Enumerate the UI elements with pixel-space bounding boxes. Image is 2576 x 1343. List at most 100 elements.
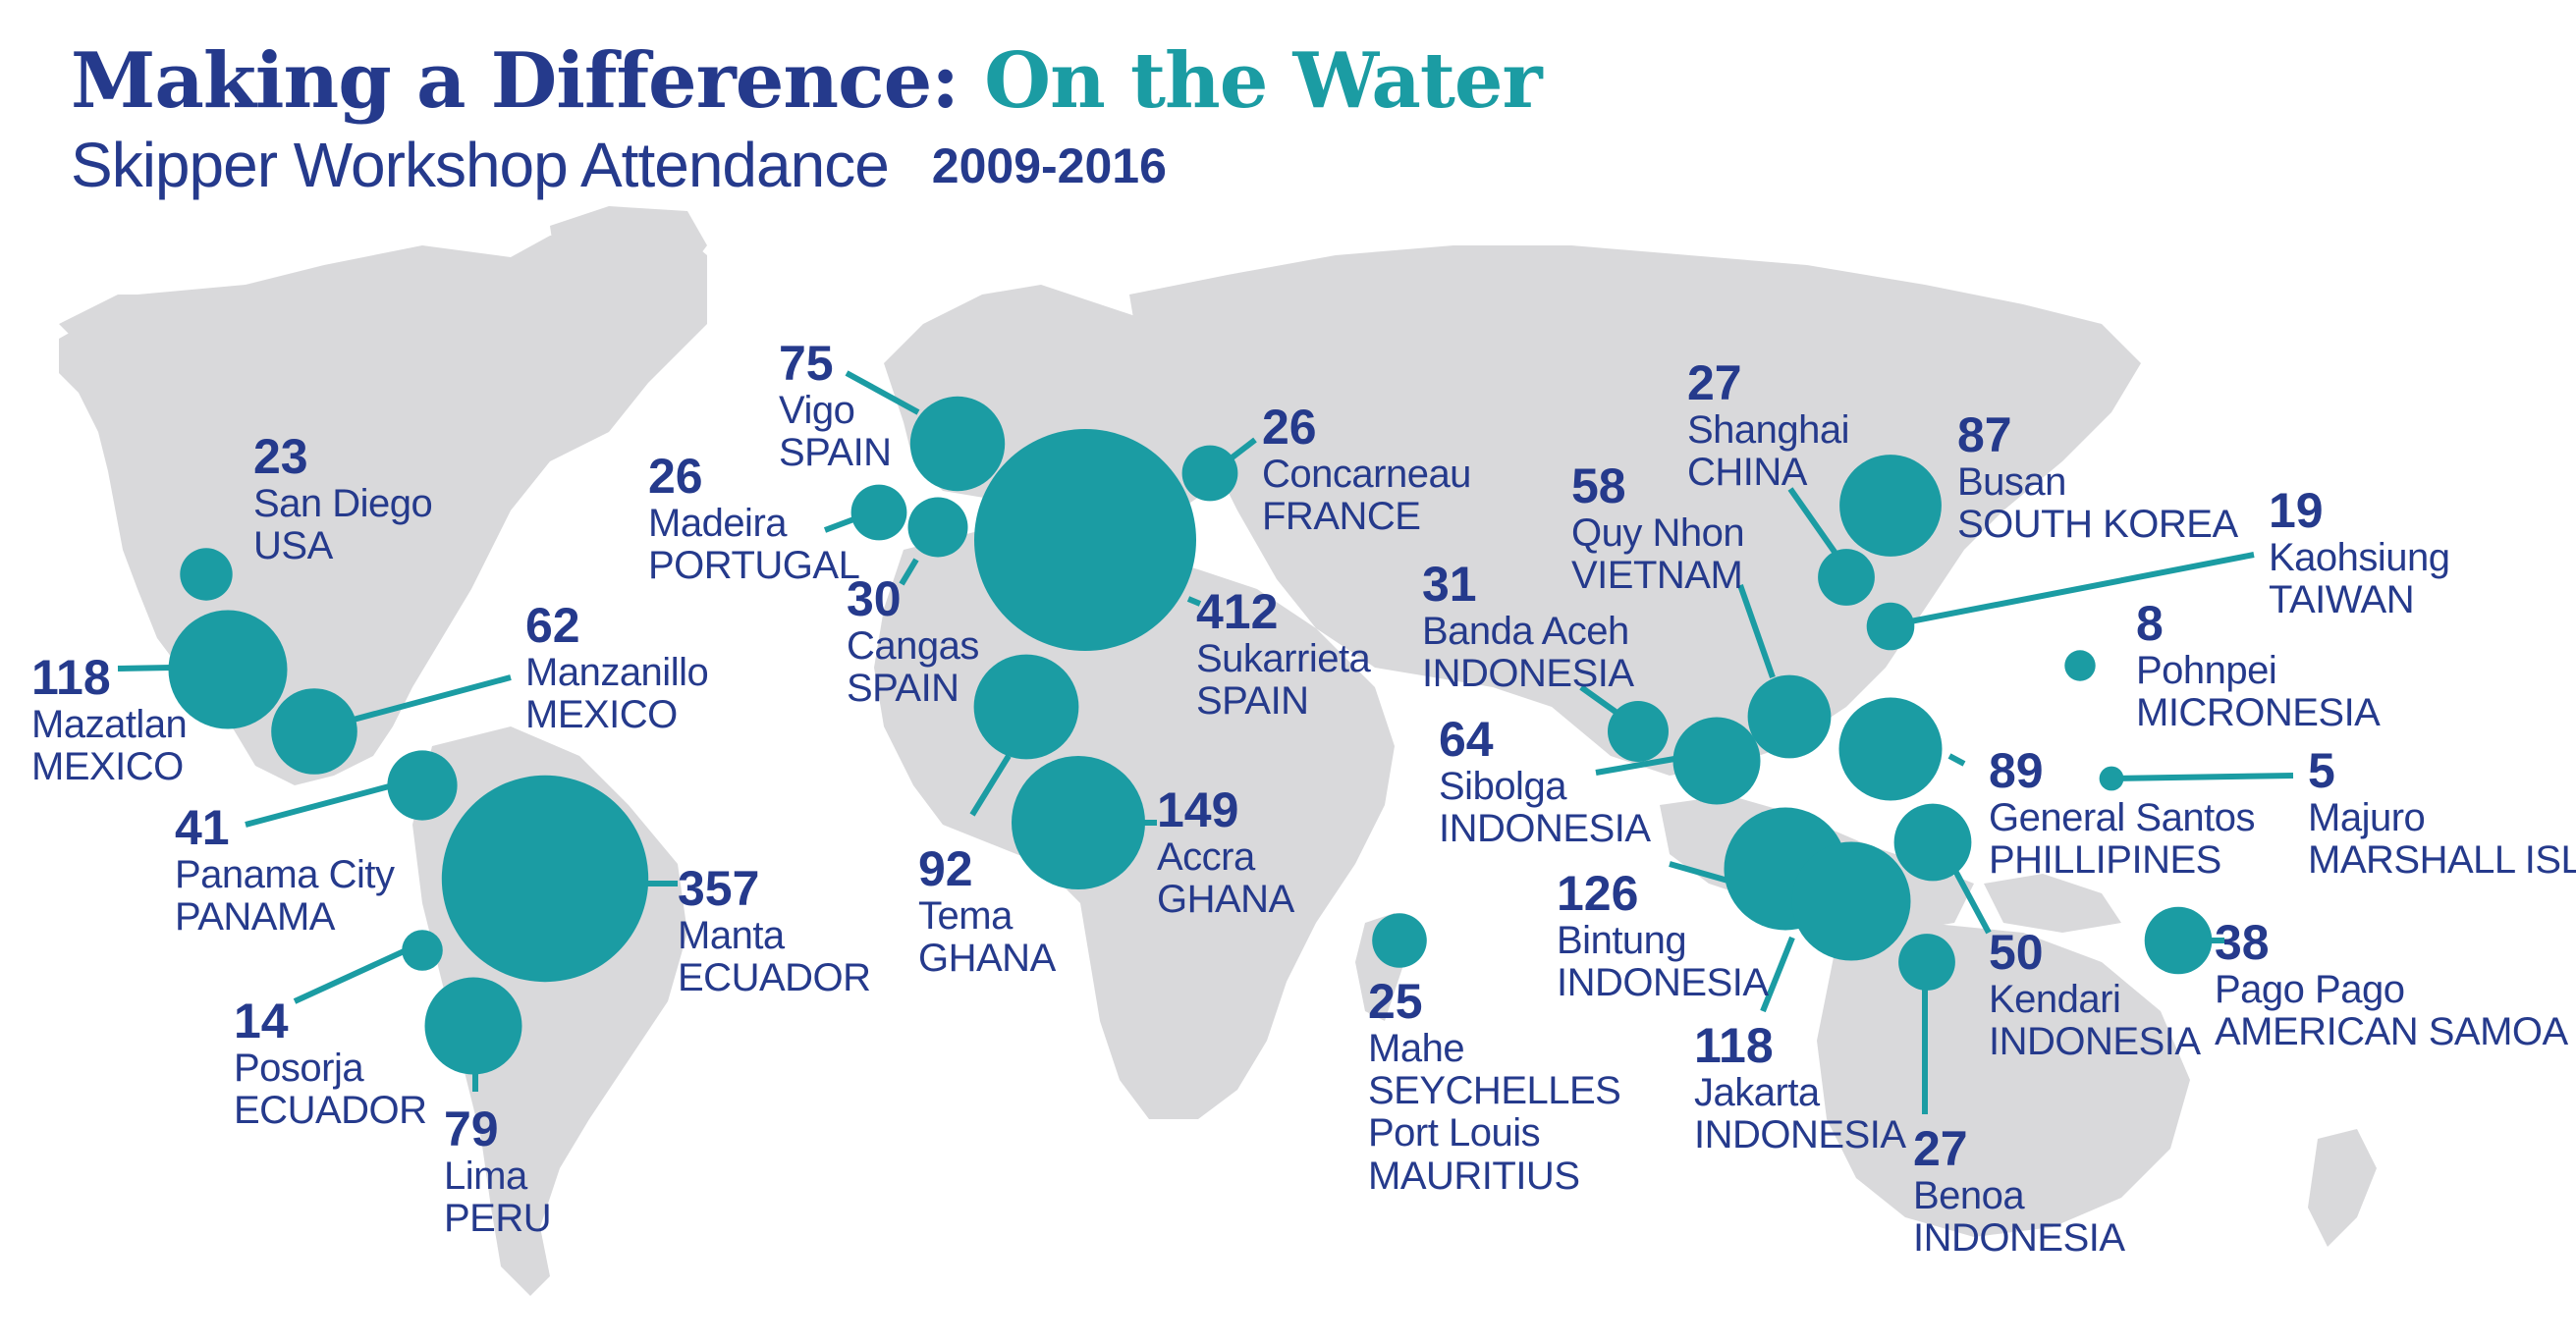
bubble-quy-nhon	[1747, 674, 1832, 759]
country-label: GHANA	[1157, 878, 1294, 922]
city-label: Accra	[1157, 835, 1255, 879]
leader-tema	[969, 754, 1012, 817]
bubble-shanghai	[1818, 549, 1875, 606]
city-label: Manzanillo	[525, 651, 709, 694]
value-label: 87	[1957, 407, 2012, 462]
value-label: 31	[1422, 557, 1477, 612]
label-majuro: 5 Majuro MARSHALL ISLANDS	[2308, 746, 2576, 882]
label-manta: 357 Manta ECUADOR	[678, 864, 871, 999]
city-label: General Santos	[1989, 796, 2255, 839]
australia-landmass	[1817, 923, 2190, 1237]
city-label: Mazatlan	[31, 703, 188, 746]
label-pohnpei: 8 Pohnpei MICRONESIA	[2136, 599, 2381, 735]
country-label: MICRONESIA	[2136, 691, 2381, 735]
country-label: CHINA	[1687, 451, 1807, 495]
city-label: Manta	[678, 914, 785, 957]
bubble-panama-city	[387, 750, 458, 821]
leader-panama	[245, 782, 394, 828]
country-label: SEYCHELLES	[1368, 1069, 1621, 1113]
papua-landmass	[1984, 874, 2121, 933]
label-tema: 92 Tema GHANA	[918, 844, 1056, 980]
city-label: Pohnpei	[2136, 649, 2277, 692]
country-label: PANAMA	[175, 895, 335, 940]
bubble-jakarta	[1791, 841, 1911, 961]
bubble-vigo	[909, 396, 1006, 492]
country-label: PORTUGAL	[648, 544, 860, 588]
label-cangas: 30 Cangas SPAIN	[847, 574, 979, 710]
bubble-manzanillo	[271, 688, 357, 775]
country-label: USA	[253, 524, 333, 568]
value-label: 41	[175, 800, 230, 855]
leader-gensantos	[1947, 753, 1966, 767]
leader-concarneau	[1228, 437, 1257, 462]
country-label: SPAIN	[1196, 679, 1309, 724]
value-label: 25	[1368, 974, 1423, 1029]
country-label: MEXICO	[525, 693, 678, 737]
country-label: GHANA	[918, 937, 1056, 981]
city-label: Benoa	[1913, 1174, 2025, 1217]
label-quy-nhon: 58 Quy Nhon VIETNAM	[1571, 461, 1745, 597]
value-label: 118	[1694, 1018, 1774, 1073]
value-label: 38	[2215, 915, 2270, 970]
label-accra: 149 Accra GHANA	[1157, 785, 1294, 921]
country-label: PHILLIPINES	[1989, 838, 2221, 883]
leader-quynhon	[1737, 584, 1776, 678]
country-label: INDONESIA	[1557, 961, 1769, 1005]
label-madeira: 26 Madeira PORTUGAL	[648, 452, 860, 588]
leader-bandaaceh	[1579, 684, 1617, 715]
country-label: SPAIN	[847, 667, 959, 711]
title-main: Making a Difference:	[71, 36, 959, 126]
greenland-landmass	[550, 206, 707, 324]
city-label: Sukarrieta	[1196, 637, 1371, 680]
bubble-mahe	[1372, 913, 1427, 968]
bubble-madeira	[850, 484, 907, 541]
country-label: INDONESIA	[1989, 1020, 2201, 1064]
value-label: 92	[918, 841, 973, 896]
label-posorja: 14 Posorja ECUADOR	[234, 996, 427, 1132]
country-label: AMERICAN SAMOA	[2215, 1010, 2568, 1054]
leader-kaohsiung	[1894, 552, 2255, 627]
label-bintung: 126 Bintung INDONESIA	[1557, 869, 1769, 1004]
value-label: 30	[847, 571, 902, 626]
label-kendari: 50 Kendari INDONESIA	[1989, 928, 2201, 1063]
label-mahe-port-louis: 25 Mahe SEYCHELLES Port Louis MAURITIUS	[1368, 974, 1621, 1198]
leader-posorja	[293, 944, 414, 1004]
bubble-cangas	[907, 497, 968, 558]
value-label: 118	[31, 650, 111, 705]
city-label: Kendari	[1989, 978, 2121, 1021]
subtitle: Skipper Workshop Attendance	[71, 129, 890, 200]
label-concarneau: 26 Concarneau FRANCE	[1262, 403, 1471, 538]
bubble-lima	[424, 977, 522, 1075]
city-label: Concarneau	[1262, 453, 1471, 496]
value-label: 19	[2269, 483, 2324, 538]
label-pago-pago: 38 Pago Pago AMERICAN SAMOA	[2215, 918, 2568, 1053]
country-label: INDONESIA	[1422, 652, 1634, 696]
bubble-sukarrieta	[974, 429, 1196, 651]
country-label: ECUADOR	[234, 1089, 427, 1133]
city-label: Tema	[918, 894, 1013, 938]
bubble-busan	[1839, 455, 1942, 557]
bubble-benoa	[1898, 934, 1955, 991]
label-shanghai: 27 Shanghai CHINA	[1687, 358, 1850, 495]
alaska-landmass	[59, 295, 196, 363]
city-label: Panama City	[175, 853, 395, 896]
label-sibolga: 64 Sibolga INDONESIA	[1439, 715, 1651, 850]
country-label: SPAIN	[779, 431, 892, 475]
leader-mazatlan	[117, 665, 173, 672]
bubble-kaohsiung	[1866, 602, 1915, 651]
label-san-diego: 23 San Diego USA	[253, 432, 433, 568]
bubble-banda-aceh	[1608, 701, 1669, 762]
title-accent: On the Water	[984, 36, 1542, 126]
leader-cangas	[899, 558, 919, 586]
value-label: 14	[234, 994, 289, 1048]
label-vigo: 75 Vigo SPAIN	[779, 339, 892, 474]
bubble-kendari	[1893, 803, 1972, 882]
value-label: 412	[1196, 584, 1279, 639]
city-label: Banda Aceh	[1422, 610, 1629, 653]
label-general-santos: 89 General Santos PHILLIPINES	[1989, 746, 2255, 882]
label-banda-aceh: 31 Banda Aceh INDONESIA	[1422, 560, 1634, 695]
country-label: FRANCE	[1262, 495, 1421, 539]
label-kaohsiung: 19 Kaohsiung TAIWAN	[2269, 486, 2450, 621]
